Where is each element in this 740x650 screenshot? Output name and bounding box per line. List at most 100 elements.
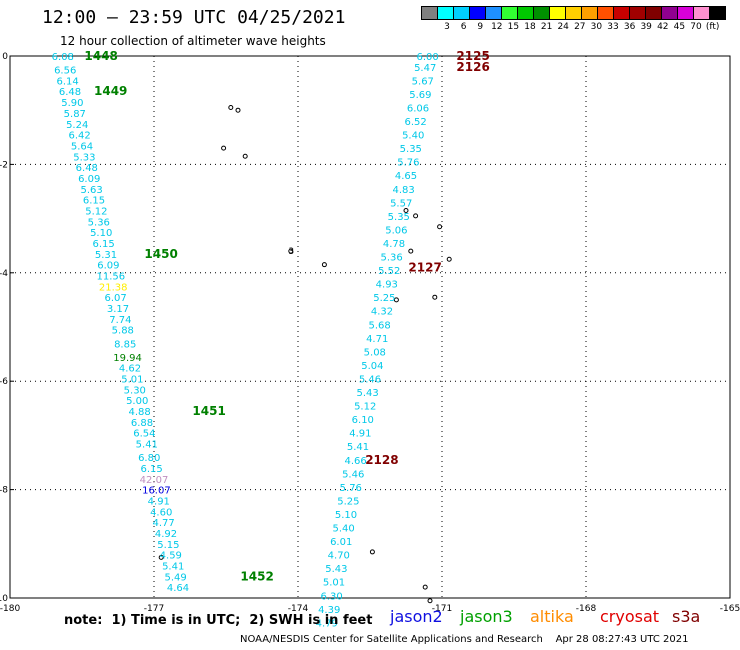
swh-value: 5.25 [337, 496, 359, 507]
colorbar-label: 21 [540, 22, 553, 32]
swh-value: 4.78 [383, 239, 405, 250]
pass-time-label: 2128 [365, 453, 398, 467]
swh-colorbar [421, 6, 726, 20]
swh-value: 5.52 [378, 266, 400, 277]
swh-value: 5.10 [90, 228, 112, 239]
swh-value: 5.01 [323, 578, 345, 589]
swh-value: 6.14 [56, 76, 78, 87]
swh-value: 6.08 [52, 52, 74, 63]
swh-value: 5.47 [414, 63, 436, 74]
swh-value: 6.15 [83, 196, 105, 207]
island-marker [446, 256, 452, 262]
colorbar-label: (ft) [705, 22, 720, 32]
swh-value: 5.25 [373, 293, 395, 304]
x-tick-label: -165 [720, 604, 740, 614]
swh-value: 5.08 [364, 347, 386, 358]
island-marker [158, 554, 164, 560]
swh-value: 5.12 [85, 206, 107, 217]
legend-jason2: jason2 [390, 607, 443, 626]
swh-value: 5.43 [356, 388, 378, 399]
swh-value: 11.56 [96, 272, 125, 283]
x-tick-label: -168 [576, 604, 597, 614]
swh-value: 5.06 [385, 225, 407, 236]
legend-altika: altika [530, 607, 574, 626]
swh-value: 5.00 [126, 396, 148, 407]
swh-value: 6.56 [54, 66, 76, 77]
pass-time-label: 2126 [456, 60, 489, 74]
swh-value: 6.09 [78, 174, 100, 185]
y-tick-label: 0 [2, 52, 8, 62]
swh-value: 5.40 [332, 524, 354, 535]
swh-value: 5.10 [335, 510, 357, 521]
colorbar-label: 6 [460, 22, 467, 32]
swh-value: 4.93 [376, 280, 398, 291]
legend-s3a: s3a [672, 607, 701, 626]
island-marker [242, 153, 248, 159]
swh-value: 4.32 [371, 307, 393, 318]
swh-value: 4.77 [152, 518, 174, 529]
swh-value: 4.92 [155, 529, 177, 540]
swh-value: 5.87 [64, 109, 86, 120]
pass-time-label: 2125 [456, 49, 489, 63]
pass-time-label: 2127 [408, 260, 441, 274]
swh-value: 5.31 [95, 250, 117, 261]
colorbar-labels: 3 6 9 12 15 18 21 24 27 30 33 36 39 42 45 70 (ft) [422, 22, 740, 34]
swh-value: 5.46 [359, 374, 381, 385]
y-tick-label: -8 [0, 486, 8, 496]
swh-value: 4.39 [318, 605, 340, 616]
swh-value: 5.67 [412, 76, 434, 87]
swh-value: 5.46 [342, 469, 364, 480]
swh-value: 6.42 [68, 131, 90, 142]
swh-value: 6.01 [330, 537, 352, 548]
swh-value: 5.76 [397, 158, 419, 169]
island-marker [235, 107, 241, 113]
map-title: 12:00 – 23:59 UTC 04/25/2021 [42, 7, 346, 28]
island-marker [393, 297, 399, 303]
swh-value: 5.33 [73, 152, 95, 163]
colorbar-label: 70 [690, 22, 702, 32]
swh-value: 5.15 [157, 540, 179, 551]
swh-value: 5.76 [340, 483, 362, 494]
swh-value: 5.69 [409, 90, 431, 101]
x-tick-label: -171 [432, 604, 452, 614]
swh-value: 5.68 [368, 320, 390, 331]
swh-value: 5.24 [66, 120, 88, 131]
swh-value: 4.60 [150, 507, 172, 518]
swh-value: 3.17 [107, 304, 129, 315]
swh-value: 4.64 [167, 583, 189, 594]
pass-time-label: 1451 [192, 404, 225, 418]
swh-value: 5.49 [164, 572, 186, 583]
footer-note: note: 1) Time is in UTC; 2) SWH is in fe… [64, 613, 373, 628]
swh-value: 5.64 [71, 141, 93, 152]
swh-value: 4.62 [119, 364, 141, 375]
colorbar-label: 39 [640, 22, 652, 32]
swh-value: 6.09 [97, 261, 119, 272]
swh-value: 6.88 [131, 418, 153, 429]
swh-value: 4.79 [316, 618, 338, 629]
swh-value: 5.43 [325, 564, 347, 575]
swh-value: 6.54 [133, 429, 155, 440]
pass-time-label: 1449 [94, 84, 127, 98]
swh-value: 4.83 [392, 185, 414, 196]
legend-cryosat: cryosat [600, 607, 660, 626]
island-marker [437, 224, 443, 230]
swh-value: 6.00 [416, 52, 438, 63]
y-tick-label: -10 [0, 594, 8, 604]
swh-value: 4.70 [328, 551, 350, 562]
swh-value: 5.90 [61, 98, 83, 109]
swh-value: 5.88 [112, 326, 134, 337]
swh-value: 8.85 [114, 339, 136, 350]
swh-value: 4.91 [148, 496, 170, 507]
swh-value: 5.36 [380, 253, 402, 264]
swh-value: 4.91 [349, 429, 371, 440]
colorbar-label: 30 [590, 22, 603, 32]
island-marker [228, 104, 234, 110]
swh-value: 19.94 [113, 353, 142, 364]
swh-value: 5.30 [124, 385, 146, 396]
swh-value: 5.35 [400, 144, 422, 155]
island-marker [288, 248, 294, 254]
swh-value: 4.71 [366, 334, 388, 345]
x-tick-label: -180 [0, 604, 20, 614]
island-marker [422, 584, 428, 590]
